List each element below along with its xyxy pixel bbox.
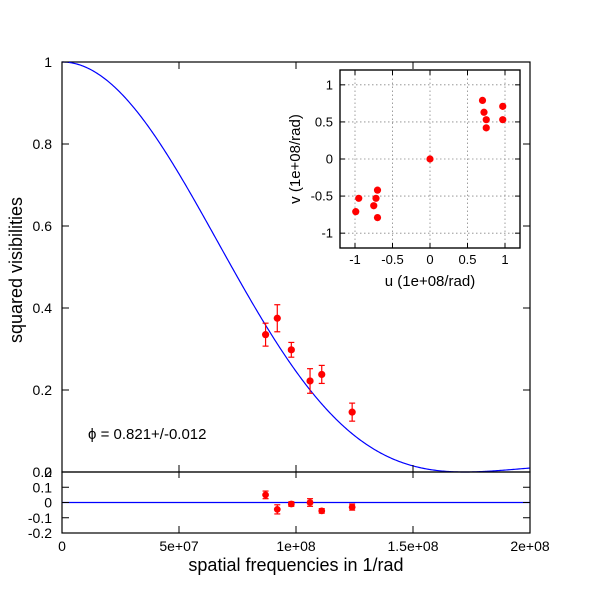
inset-x-tick-label: -0.5 — [381, 252, 403, 267]
main-points — [261, 304, 356, 422]
uv-point — [499, 116, 507, 124]
y-axis-title: squared visibilities — [6, 197, 26, 343]
x-tick-label: 1.5e+08 — [388, 538, 439, 554]
inset-y-tick-label: 0 — [326, 152, 333, 167]
uv-point — [482, 116, 490, 124]
uv-point — [499, 102, 507, 110]
inset-y-tick-label: -0.5 — [311, 189, 333, 204]
res-y-tick-label: 0 — [44, 495, 52, 511]
inset-x-axis-title: u (1e+08/rad) — [385, 273, 475, 290]
uv-point — [372, 194, 380, 202]
uv-point — [480, 108, 488, 116]
x-tick-label: 5e+07 — [159, 538, 199, 554]
res-y-tick-label: 0.1 — [33, 479, 53, 495]
residual-ticks: 0.20.10-0.1-0.2 — [28, 464, 530, 541]
x-tick-label: 2e+08 — [510, 538, 550, 554]
main-y-tick-label: 1 — [44, 54, 52, 70]
x-tick-label: 0 — [58, 538, 66, 554]
residual-points — [262, 490, 356, 515]
inset-x-tick-label: 1 — [501, 252, 508, 267]
res-y-tick-label: 0.2 — [33, 464, 53, 480]
main-y-tick-label: 0 — [44, 464, 52, 480]
main-data-point — [261, 331, 270, 339]
main-data-point — [318, 370, 326, 379]
residual-data-point — [262, 491, 269, 499]
inset-y-tick-label: -1 — [321, 226, 333, 241]
uv-point — [370, 202, 378, 210]
inset-y-tick-label: 0.5 — [315, 114, 333, 129]
uv-point — [482, 124, 490, 132]
x-tick-label: 1e+08 — [276, 538, 316, 554]
inset-x-tick-label: -1 — [349, 252, 361, 267]
residual-data-point — [348, 503, 356, 511]
inset-points — [352, 96, 507, 222]
main-data-point — [287, 346, 295, 354]
main-data-point — [348, 408, 356, 416]
inset-y-tick-label: 1 — [326, 77, 333, 92]
uv-point — [373, 213, 382, 222]
uv-point — [426, 155, 434, 163]
res-y-tick-label: -0.1 — [28, 510, 52, 526]
residual-data-point — [287, 500, 295, 508]
residual-panel: 0.20.10-0.1-0.2 spatial frequencies in 1… — [28, 464, 531, 575]
inset-plot-frame — [339, 69, 521, 249]
uv-point — [355, 194, 363, 202]
annotation-phi: ϕ = 0.821+/-0.012 — [88, 426, 207, 443]
uv-point — [352, 208, 360, 216]
main-data-point — [273, 314, 281, 322]
x-axis-title: spatial frequencies in 1/rad — [188, 555, 403, 575]
main-y-tick-label: 0.6 — [33, 218, 53, 234]
residual-data-point — [318, 507, 326, 515]
inset-y-axis-title: v (1e+08/rad) — [287, 114, 304, 204]
main-ticks: 00.20.40.60.810 5e+07 1e+08 1.5e+08 2e+08 — [33, 54, 550, 554]
inset-x-tick-label: 0.5 — [458, 252, 476, 267]
residual-data-point — [273, 505, 281, 513]
uv-point — [373, 186, 382, 194]
main-y-tick-label: 0.4 — [33, 300, 53, 316]
main-data-point — [306, 377, 314, 385]
main-y-tick-label: 0.8 — [33, 136, 53, 152]
residual-data-point — [306, 499, 314, 506]
uv-point — [478, 96, 487, 105]
res-y-tick-label: -0.2 — [28, 525, 52, 541]
inset-ticks: -1 -0.5 0 0.5 1 1 0.5 0 -0.5 -1 — [311, 70, 520, 267]
main-y-tick-label: 0.2 — [33, 382, 53, 398]
uv-inset-panel: -1 -0.5 0 0.5 1 1 0.5 0 -0.5 -1 u (1e+08/rad) v (… — [287, 69, 521, 290]
inset-x-tick-label: 0 — [426, 252, 433, 267]
